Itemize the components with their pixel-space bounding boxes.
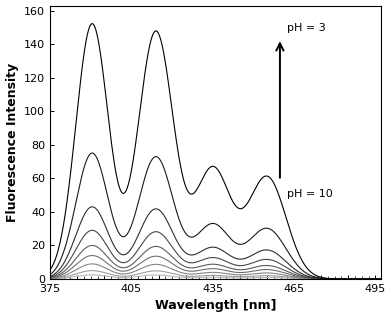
Text: pH = 3: pH = 3 (287, 23, 325, 33)
Text: pH = 10: pH = 10 (287, 189, 332, 199)
X-axis label: Wavelength [nm]: Wavelength [nm] (155, 300, 276, 313)
Y-axis label: Fluorescence Intensity: Fluorescence Intensity (5, 63, 18, 222)
